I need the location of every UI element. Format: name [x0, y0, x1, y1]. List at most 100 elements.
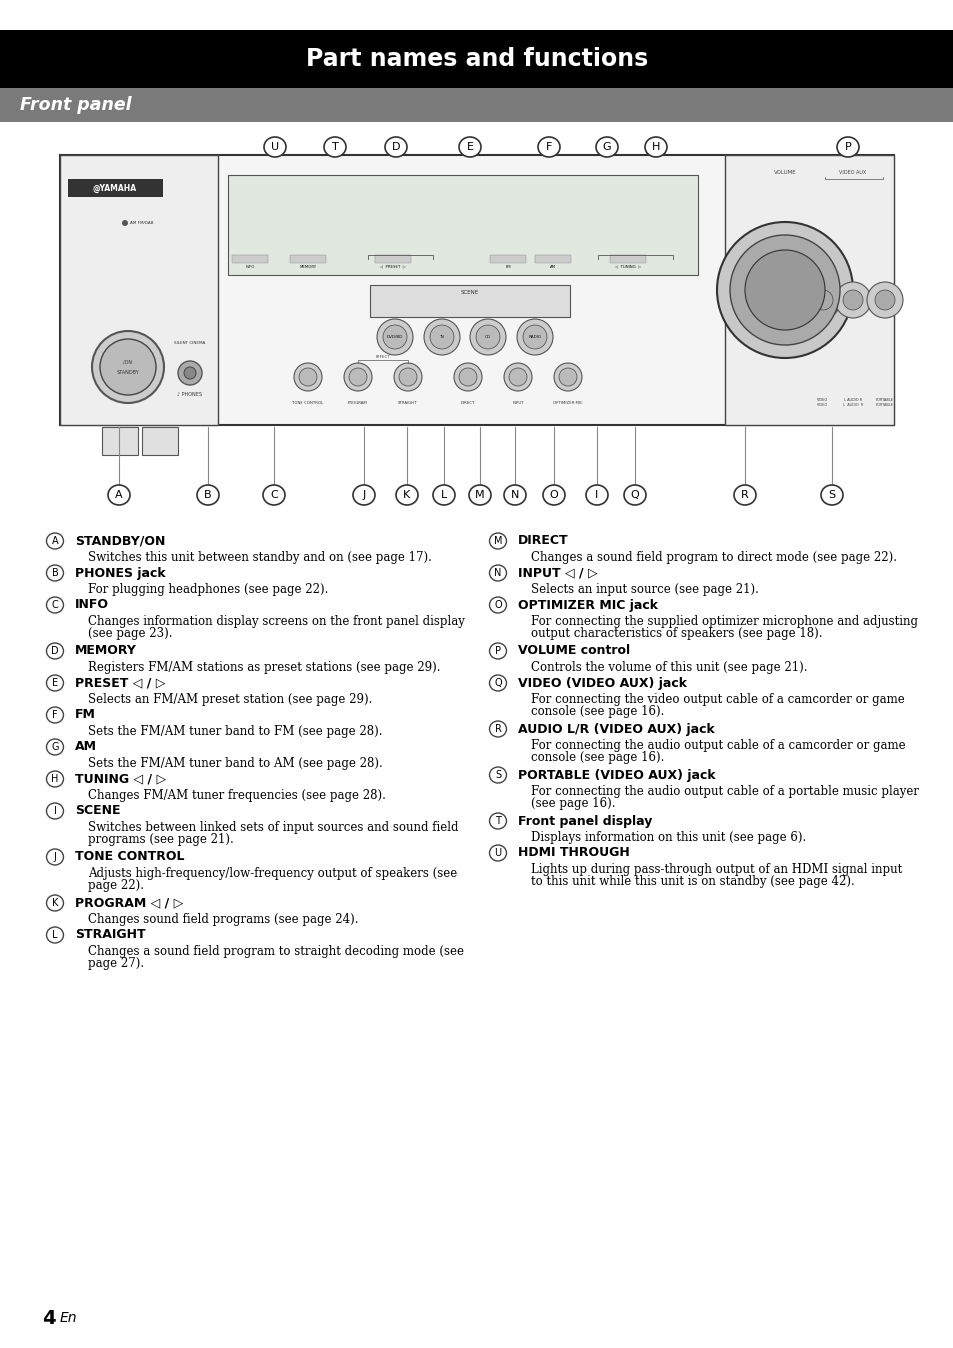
Circle shape	[458, 368, 476, 386]
Ellipse shape	[47, 771, 64, 787]
Text: N: N	[494, 568, 501, 578]
Bar	[535, 255, 571, 263]
Text: page 22).: page 22).	[88, 879, 144, 892]
Text: J: J	[362, 491, 365, 500]
Text: C: C	[51, 600, 58, 611]
Bar	[142, 427, 178, 456]
Ellipse shape	[458, 137, 480, 156]
Text: VIDEO: VIDEO	[817, 403, 828, 407]
Text: Front panel display: Front panel display	[517, 814, 652, 828]
Text: SCENE: SCENE	[460, 291, 478, 295]
Text: OPTIMIZER MIC jack: OPTIMIZER MIC jack	[517, 599, 658, 612]
Circle shape	[294, 363, 322, 391]
Text: Switches between linked sets of input sources and sound field: Switches between linked sets of input so…	[88, 821, 458, 833]
Ellipse shape	[821, 485, 842, 506]
Text: AM FM/DAB: AM FM/DAB	[130, 221, 153, 225]
Text: ♪ PHONES: ♪ PHONES	[177, 392, 202, 398]
Circle shape	[812, 290, 832, 310]
Ellipse shape	[395, 485, 417, 506]
Text: M: M	[494, 537, 501, 546]
Bar	[490, 255, 525, 263]
Bar	[68, 179, 163, 197]
Text: VOLUME: VOLUME	[773, 170, 796, 175]
Text: B: B	[204, 491, 212, 500]
Ellipse shape	[503, 485, 525, 506]
Text: TUNING ◁ / ▷: TUNING ◁ / ▷	[75, 772, 166, 786]
Circle shape	[122, 220, 128, 226]
Text: CD: CD	[484, 336, 491, 338]
Ellipse shape	[596, 137, 618, 156]
Circle shape	[842, 290, 862, 310]
Circle shape	[554, 363, 581, 391]
Ellipse shape	[108, 485, 130, 506]
Text: Displays information on this unit (see page 6).: Displays information on this unit (see p…	[531, 830, 805, 844]
Text: O: O	[494, 600, 501, 611]
Text: Lights up during pass-through output of an HDMI signal input: Lights up during pass-through output of …	[531, 863, 902, 875]
Text: FM: FM	[505, 266, 510, 270]
Text: INFO: INFO	[75, 599, 109, 612]
Text: to this unit while this unit is on standby (see page 42).: to this unit while this unit is on stand…	[531, 875, 854, 888]
Ellipse shape	[433, 485, 455, 506]
Bar	[609, 255, 645, 263]
Circle shape	[298, 368, 316, 386]
Circle shape	[717, 222, 852, 359]
Text: For plugging headphones (see page 22).: For plugging headphones (see page 22).	[88, 582, 328, 596]
Ellipse shape	[324, 137, 346, 156]
Ellipse shape	[489, 597, 506, 613]
Circle shape	[517, 319, 553, 355]
Text: H: H	[651, 142, 659, 152]
Text: F: F	[52, 710, 58, 720]
Text: K: K	[403, 491, 410, 500]
Ellipse shape	[733, 485, 755, 506]
Circle shape	[178, 361, 202, 386]
Text: Front panel: Front panel	[20, 96, 132, 115]
Bar	[102, 427, 138, 456]
Ellipse shape	[489, 721, 506, 737]
Text: @YAMAHA: @YAMAHA	[92, 183, 137, 193]
Text: RADIO: RADIO	[528, 336, 541, 338]
Text: INFO: INFO	[245, 266, 254, 270]
Text: SILENT CINEMA: SILENT CINEMA	[174, 341, 206, 345]
Ellipse shape	[469, 485, 491, 506]
Circle shape	[394, 363, 421, 391]
Text: Changes a sound field program to direct mode (see page 22).: Changes a sound field program to direct …	[531, 550, 896, 563]
Text: P: P	[843, 142, 850, 152]
Ellipse shape	[47, 803, 64, 820]
Text: M: M	[475, 491, 484, 500]
Ellipse shape	[489, 845, 506, 861]
Text: S: S	[827, 491, 835, 500]
Text: G: G	[602, 142, 611, 152]
Text: TV: TV	[438, 336, 444, 338]
Circle shape	[558, 368, 577, 386]
Ellipse shape	[489, 767, 506, 783]
Circle shape	[100, 338, 156, 395]
Ellipse shape	[47, 675, 64, 692]
Text: Controls the volume of this unit (see page 21).: Controls the volume of this unit (see pa…	[531, 661, 806, 674]
Text: L: L	[440, 491, 447, 500]
Ellipse shape	[47, 927, 64, 944]
Text: PHONES jack: PHONES jack	[75, 566, 166, 580]
Circle shape	[729, 235, 840, 345]
Text: DVD/BD: DVD/BD	[386, 336, 403, 338]
Circle shape	[430, 325, 454, 349]
Circle shape	[382, 325, 407, 349]
Text: For connecting the video output cable of a camcorder or game: For connecting the video output cable of…	[531, 693, 903, 705]
Text: Changes FM/AM tuner frequencies (see page 28).: Changes FM/AM tuner frequencies (see pag…	[88, 789, 385, 802]
Text: VIDEO (VIDEO AUX) jack: VIDEO (VIDEO AUX) jack	[517, 677, 686, 689]
Text: E: E	[466, 142, 473, 152]
Circle shape	[874, 290, 894, 310]
Text: PORTABLE: PORTABLE	[875, 398, 893, 402]
Ellipse shape	[489, 532, 506, 549]
Bar	[60, 155, 218, 425]
Text: HDMI THROUGH: HDMI THROUGH	[517, 847, 629, 860]
Text: DIRECT: DIRECT	[517, 535, 568, 547]
Text: AM: AM	[75, 740, 97, 754]
Circle shape	[834, 282, 870, 318]
Bar	[375, 255, 411, 263]
Text: T: T	[332, 142, 338, 152]
Circle shape	[503, 363, 532, 391]
Bar	[228, 175, 698, 275]
Text: H: H	[51, 774, 59, 785]
Text: FM: FM	[75, 709, 95, 721]
Text: programs (see page 21).: programs (see page 21).	[88, 833, 233, 847]
